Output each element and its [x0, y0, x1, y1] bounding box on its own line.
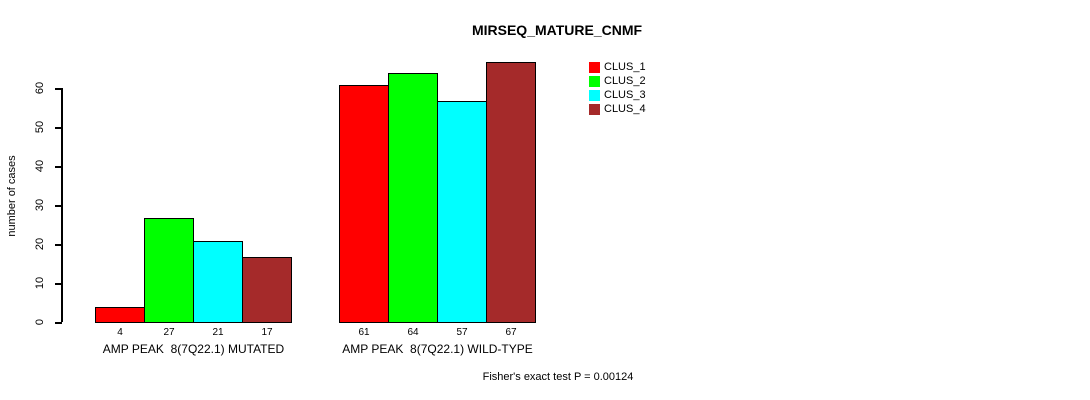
legend-item-CLUS_1: CLUS_1 — [589, 60, 646, 74]
y-tick-mark — [55, 166, 62, 168]
legend-item-CLUS_2: CLUS_2 — [589, 74, 646, 88]
y-tick-label: 40 — [34, 159, 46, 173]
y-axis-label: number of cases — [6, 155, 18, 237]
bar-value-label: 64 — [407, 327, 419, 338]
bar-CLUS_3-cat0 — [193, 241, 243, 323]
bar-CLUS_1-cat1 — [339, 85, 389, 323]
legend-item-CLUS_4: CLUS_4 — [589, 102, 646, 116]
legend-swatch-CLUS_2 — [589, 75, 600, 87]
legend-label: CLUS_4 — [604, 103, 646, 115]
bar-value-label: 57 — [456, 327, 468, 338]
bar-CLUS_3-cat1 — [437, 100, 487, 323]
bar-CLUS_4-cat0 — [242, 256, 292, 323]
legend-item-CLUS_3: CLUS_3 — [589, 88, 646, 102]
y-tick-label: 50 — [34, 120, 46, 134]
y-tick-mark — [55, 244, 62, 246]
legend-label: CLUS_2 — [604, 75, 646, 87]
category-label: AMP PEAK 8(7Q22.1) MUTATED — [102, 342, 285, 356]
legend-swatch-CLUS_1 — [589, 61, 600, 73]
bar-value-label: 21 — [212, 327, 224, 338]
legend-swatch-CLUS_4 — [589, 103, 600, 115]
y-tick-mark — [55, 127, 62, 129]
stat-annotation: Fisher's exact test P = 0.00124 — [482, 371, 634, 383]
bar-value-label: 4 — [117, 327, 123, 338]
legend-label: CLUS_3 — [604, 89, 646, 101]
bar-CLUS_2-cat1 — [388, 73, 438, 323]
legend-label: CLUS_1 — [604, 61, 646, 73]
y-tick-label: 0 — [34, 318, 46, 326]
bar-value-label: 67 — [505, 327, 517, 338]
bar-value-label: 27 — [163, 327, 175, 338]
bar-CLUS_2-cat0 — [144, 217, 194, 323]
y-tick-label: 10 — [34, 276, 46, 290]
legend-swatch-CLUS_3 — [589, 89, 600, 101]
y-tick-mark — [55, 205, 62, 207]
y-tick-mark — [55, 88, 62, 90]
chart-title: MIRSEQ_MATURE_CNMF — [471, 22, 643, 38]
bar-value-label: 61 — [358, 327, 370, 338]
bar-CLUS_4-cat1 — [486, 61, 536, 323]
y-tick-label: 30 — [34, 198, 46, 212]
y-tick-mark — [55, 322, 62, 324]
y-tick-mark — [55, 283, 62, 285]
bar-CLUS_1-cat0 — [95, 307, 145, 323]
bar-value-label: 17 — [261, 327, 273, 338]
legend: CLUS_1 CLUS_2 CLUS_3 CLUS_4 — [589, 60, 646, 116]
y-tick-label: 60 — [34, 81, 46, 95]
y-tick-label: 20 — [34, 237, 46, 251]
category-label: AMP PEAK 8(7Q22.1) WILD-TYPE — [342, 342, 533, 356]
